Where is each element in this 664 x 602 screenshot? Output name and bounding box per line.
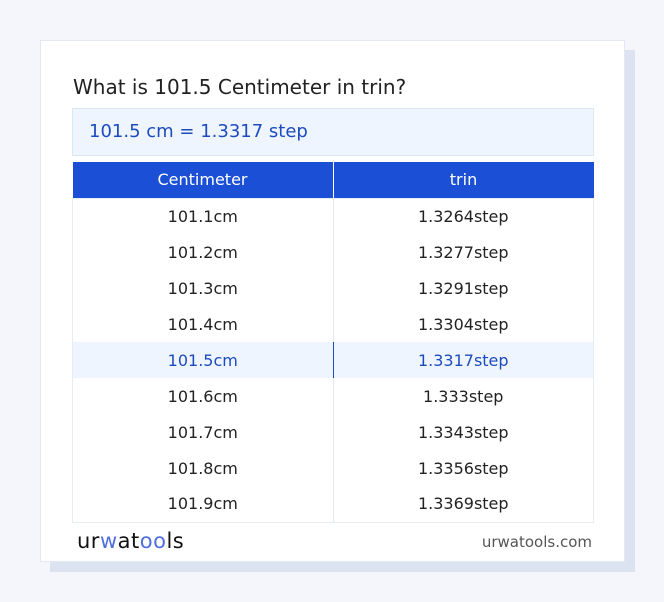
centimeter-cell: 101.5cm <box>72 342 334 378</box>
table-row: 101.7cm 1.3343step <box>72 414 594 450</box>
centimeter-cell: 101.3cm <box>72 270 334 306</box>
trin-cell: 1.3291step <box>417 278 509 298</box>
trin-cell: 1.3317step <box>333 342 594 378</box>
centimeter-cell: 101.9cm <box>72 486 334 522</box>
urwatools-logo[interactable]: urwatools <box>77 529 185 553</box>
trin-cell: 1.3356step <box>417 458 509 478</box>
centimeter-cell: 101.6cm <box>72 378 334 414</box>
column-header-centimeter: Centimeter <box>72 162 334 198</box>
table-row: 101.4cm 1.3304step <box>72 306 594 342</box>
conversion-result: 101.5 cm = 1.3317 step <box>72 108 594 156</box>
centimeter-cell: 101.2cm <box>72 234 334 270</box>
page-title: What is 101.5 Centimeter in trin? <box>73 75 407 99</box>
site-link[interactable]: urwatools.com <box>481 533 592 551</box>
table-row: 101.8cm 1.3356step <box>72 450 594 486</box>
table-row: 101.1cm 1.3264step <box>72 198 594 234</box>
column-header-trin: trin <box>333 162 594 198</box>
conversion-card: What is 101.5 Centimeter in trin? 101.5 … <box>40 40 625 562</box>
centimeter-cell: 101.7cm <box>72 414 334 450</box>
conversion-table: Centimeter trin 101.1cm 1.3264step 101.2cm… <box>72 162 594 523</box>
table-row: 101.2cm 1.3277step <box>72 234 594 270</box>
trin-cell: 1.3369step <box>417 494 509 514</box>
centimeter-cell: 101.8cm <box>72 450 334 486</box>
centimeter-cell: 101.4cm <box>72 306 334 342</box>
trin-cell: 1.3277step <box>417 242 509 262</box>
trin-cell: 1.3264step <box>417 206 509 226</box>
table-row: 101.6cm 1.333step <box>72 378 594 414</box>
centimeter-cell: 101.1cm <box>72 198 334 234</box>
trin-cell: 1.333step <box>423 386 504 406</box>
table-row: 101.3cm 1.3291step <box>72 270 594 306</box>
trin-cell: 1.3343step <box>417 422 509 442</box>
trin-cell: 1.3304step <box>417 314 509 334</box>
table-row: 101.5cm 1.3317step <box>72 342 594 378</box>
table-row: 101.9cm 1.3369step <box>72 486 594 522</box>
